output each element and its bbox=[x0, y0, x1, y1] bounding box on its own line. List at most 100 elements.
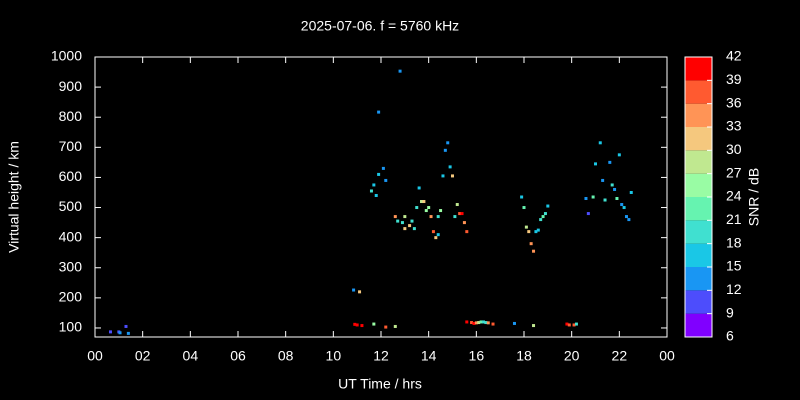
point bbox=[491, 322, 495, 326]
point bbox=[627, 218, 631, 222]
point bbox=[451, 174, 454, 178]
point bbox=[520, 195, 524, 199]
colorbar-label: SNR / dB bbox=[746, 168, 762, 226]
point bbox=[355, 323, 359, 327]
point bbox=[603, 198, 607, 202]
point bbox=[541, 215, 545, 219]
point bbox=[417, 186, 421, 190]
colorbar-band bbox=[685, 127, 712, 151]
point bbox=[543, 212, 547, 216]
point bbox=[400, 221, 404, 225]
y-tick-label: 400 bbox=[59, 228, 83, 244]
point bbox=[486, 321, 490, 325]
point bbox=[586, 212, 590, 216]
point bbox=[446, 141, 450, 145]
point bbox=[398, 69, 402, 73]
point bbox=[108, 330, 112, 334]
point bbox=[598, 141, 602, 145]
point bbox=[629, 190, 633, 194]
point bbox=[410, 219, 414, 223]
point bbox=[477, 321, 481, 325]
point bbox=[458, 212, 462, 216]
y-tick-label: 1000 bbox=[51, 48, 82, 64]
point bbox=[436, 215, 440, 219]
point bbox=[532, 324, 536, 328]
point bbox=[360, 324, 364, 328]
point bbox=[622, 206, 626, 210]
point bbox=[436, 233, 440, 237]
point bbox=[529, 242, 533, 246]
point bbox=[441, 174, 445, 178]
point bbox=[620, 203, 624, 207]
point bbox=[369, 189, 373, 193]
point bbox=[448, 165, 452, 169]
point bbox=[613, 187, 617, 191]
point bbox=[393, 215, 397, 219]
point bbox=[403, 227, 407, 231]
point bbox=[591, 195, 595, 199]
point bbox=[536, 228, 540, 232]
colorbar-tick-label: 12 bbox=[726, 281, 742, 297]
point bbox=[481, 320, 485, 324]
colorbar-band bbox=[685, 197, 712, 221]
plot-frame bbox=[94, 56, 668, 338]
point bbox=[522, 206, 526, 210]
point bbox=[434, 236, 438, 240]
colorbar-tick-label: 42 bbox=[726, 48, 742, 64]
point bbox=[420, 200, 424, 204]
point bbox=[453, 215, 457, 219]
point bbox=[352, 288, 356, 292]
point bbox=[574, 322, 578, 326]
colorbar-band bbox=[685, 173, 712, 197]
point bbox=[422, 200, 426, 204]
colorbar-band bbox=[685, 267, 712, 291]
point bbox=[484, 321, 488, 325]
point bbox=[443, 148, 447, 152]
y-tick-label: 800 bbox=[59, 108, 83, 124]
point bbox=[565, 322, 569, 326]
y-tick-label: 200 bbox=[59, 289, 83, 305]
y-tick-label: 300 bbox=[59, 258, 83, 274]
colorbar-tick-label: 30 bbox=[726, 141, 742, 157]
colorbar-tick-label: 24 bbox=[726, 188, 742, 204]
point bbox=[353, 322, 357, 326]
point bbox=[431, 230, 435, 234]
y-tick-label: 600 bbox=[59, 168, 83, 184]
y-axis-label: Virtual height / km bbox=[6, 141, 22, 253]
point bbox=[624, 215, 628, 219]
x-axis-label: UT Time / hrs bbox=[338, 376, 422, 392]
colorbar-band bbox=[685, 150, 712, 174]
y-tick-label: 700 bbox=[59, 138, 83, 154]
point bbox=[479, 320, 483, 324]
colorbar-tick-label: 9 bbox=[726, 304, 734, 320]
point bbox=[424, 209, 428, 213]
point bbox=[372, 322, 376, 326]
colorbar-band bbox=[685, 80, 712, 104]
colorbar-tick-label: 36 bbox=[726, 94, 742, 110]
chart-title: 2025-07-06. f = 5760 kHz bbox=[301, 18, 459, 34]
point bbox=[460, 212, 464, 216]
point bbox=[594, 162, 597, 166]
point bbox=[572, 323, 576, 327]
point bbox=[470, 321, 474, 325]
point bbox=[534, 230, 538, 234]
point bbox=[118, 331, 122, 335]
colorbar-band bbox=[685, 313, 712, 337]
point bbox=[617, 153, 621, 157]
x-tick-label: 14 bbox=[421, 348, 437, 364]
point bbox=[393, 324, 397, 328]
point bbox=[615, 197, 619, 201]
point bbox=[377, 172, 381, 176]
colorbar-tick-label: 18 bbox=[726, 234, 742, 250]
point bbox=[374, 193, 378, 197]
point bbox=[472, 321, 476, 325]
point bbox=[372, 183, 376, 187]
point bbox=[465, 320, 469, 324]
x-tick-label: 02 bbox=[135, 348, 151, 364]
point bbox=[408, 224, 412, 228]
colorbar-band bbox=[685, 57, 712, 81]
point bbox=[539, 218, 543, 222]
x-tick-label: 08 bbox=[278, 348, 294, 364]
colorbar-tick-label: 6 bbox=[726, 328, 734, 344]
